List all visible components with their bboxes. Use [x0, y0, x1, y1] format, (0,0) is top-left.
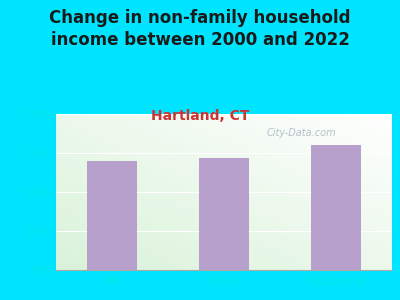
Text: City-Data.com: City-Data.com: [266, 128, 336, 138]
Text: Change in non-family household
income between 2000 and 2022: Change in non-family household income be…: [49, 9, 351, 49]
Bar: [311, 145, 361, 270]
Bar: [199, 158, 249, 270]
Bar: [87, 161, 137, 270]
Text: Hartland, CT: Hartland, CT: [151, 110, 249, 124]
